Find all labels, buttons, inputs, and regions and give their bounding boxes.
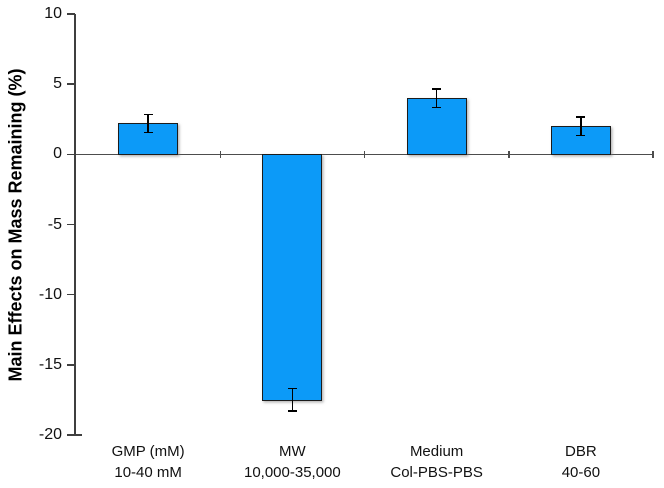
category-tick <box>652 150 654 158</box>
error-bar-cap-top <box>143 113 153 116</box>
error-bar-cap-bottom <box>576 134 586 137</box>
y-axis-line <box>74 14 76 435</box>
y-tick <box>67 83 75 85</box>
x-category-label: DBR 40-60 <box>510 441 652 483</box>
x-category-label: MW 10,000-35,000 <box>221 441 363 483</box>
error-bar-line <box>291 388 294 412</box>
error-bar-line <box>147 114 149 133</box>
x-category-label: GMP (mM) 10-40 mM <box>77 441 219 483</box>
error-bar-cap-top <box>576 116 586 118</box>
x-category-label-line2: 10-40 mM <box>114 464 182 481</box>
y-tick-label: 5 <box>53 75 62 93</box>
x-category-label-line1: Medium <box>409 443 464 460</box>
error-bar-cap-top <box>432 88 442 90</box>
x-category-label-line1: MW <box>279 443 306 460</box>
x-category-label-line1: DBR <box>565 443 597 460</box>
x-category-label-line2: 40-60 <box>561 464 601 481</box>
category-tick <box>219 150 221 158</box>
error-bar-line <box>435 89 438 108</box>
x-category-label-line2: 10,000-35,000 <box>243 464 341 481</box>
error-bar-cap-bottom <box>143 131 153 134</box>
category-tick <box>508 150 510 158</box>
y-tick-label: 0 <box>53 145 62 163</box>
x-category-label-line2: Col-PBS-PBS <box>390 464 483 481</box>
y-tick-label: -15 <box>38 355 62 373</box>
x-category-label-line1: GMP (mM) <box>111 443 185 460</box>
x-axis-corner <box>74 434 82 436</box>
error-bar-cap-bottom <box>287 410 297 412</box>
x-category-label: Medium Col-PBS-PBS <box>366 441 508 483</box>
y-tick-label: -10 <box>38 285 62 303</box>
y-tick-label: 10 <box>44 5 62 22</box>
error-bar-cap-bottom <box>432 106 442 109</box>
bar <box>262 154 323 401</box>
y-tick <box>67 223 75 226</box>
error-bar-line <box>580 117 582 136</box>
y-tick <box>67 13 75 15</box>
y-tick <box>67 434 75 436</box>
y-tick-label: -20 <box>38 426 62 443</box>
y-tick <box>67 293 75 296</box>
category-tick <box>363 150 366 158</box>
y-tick <box>67 364 75 366</box>
y-tick <box>67 153 75 156</box>
error-bar-cap-top <box>287 387 297 390</box>
y-tick-label: -5 <box>47 215 62 233</box>
